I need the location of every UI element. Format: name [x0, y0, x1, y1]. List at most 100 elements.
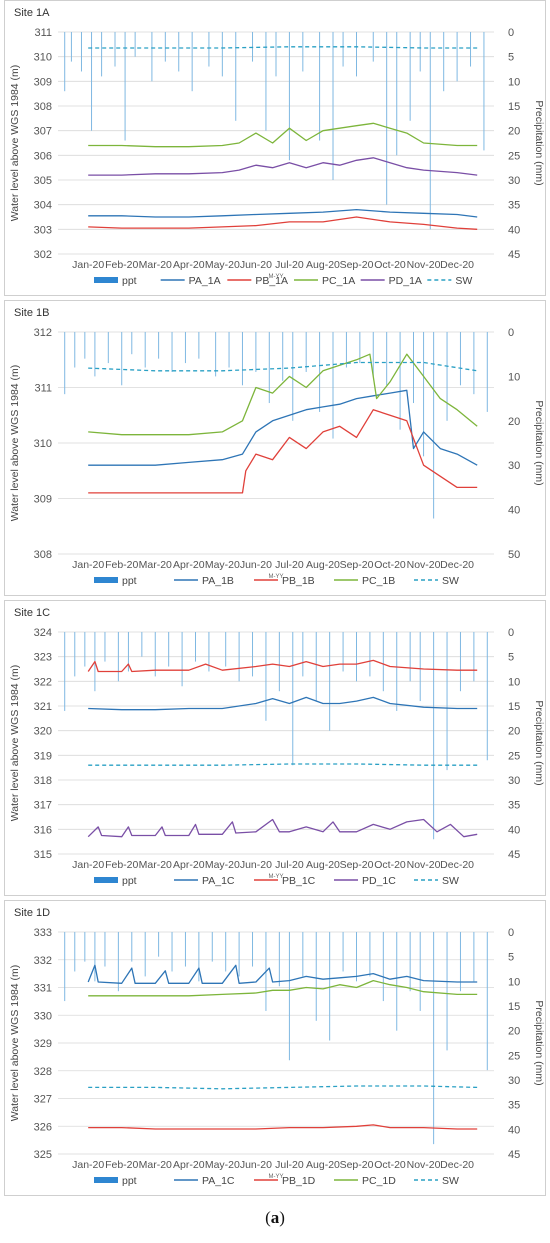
chart-title: Site 1B [14, 307, 49, 319]
y2-tick-label: 10 [508, 976, 520, 988]
x-tick-label: Jan-20 [72, 259, 104, 271]
x-tick-label: Dec-20 [440, 859, 474, 871]
y-tick-label: 303 [34, 224, 52, 236]
legend-label: ppt [122, 875, 137, 887]
legend: ppt PA_1A PB_1A PC_1A PD_1A SW [94, 275, 472, 287]
series-line [88, 353, 478, 436]
x-tick-label: Dec-20 [440, 559, 474, 571]
y2-tick-label: 0 [508, 927, 514, 939]
x-axis-title: M-YY [269, 574, 284, 580]
legend-label: PA_1A [189, 275, 221, 287]
y2-tick-label: 30 [508, 175, 520, 187]
y-tick-label: 312 [34, 327, 52, 339]
y-tick-label: 316 [34, 824, 52, 836]
y-tick-label: 307 [34, 126, 52, 138]
y2-axis-title: Precipitation (mm) [533, 700, 545, 785]
y-tick-label: 322 [34, 676, 52, 688]
chart-title: Site 1A [14, 7, 50, 19]
y-tick-label: 329 [34, 1038, 52, 1050]
y2-tick-label: 45 [508, 849, 520, 861]
legend: ppt PA_1C PB_1C PD_1C SW [94, 875, 459, 887]
y-tick-label: 319 [34, 750, 52, 762]
y-tick-label: 323 [34, 652, 52, 664]
y-tick-label: 311 [34, 27, 52, 39]
x-tick-label: Jun-20 [240, 259, 272, 271]
x-tick-label: Mar-20 [139, 259, 172, 271]
y2-tick-label: 0 [508, 327, 514, 339]
x-tick-label: Aug-20 [306, 859, 340, 871]
x-tick-label: Nov-20 [407, 859, 441, 871]
y-tick-label: 326 [34, 1121, 52, 1133]
legend-label: PA_1C [202, 875, 235, 887]
y-tick-label: 318 [34, 775, 52, 787]
y-axis-title: Water level above WGS 1984 (m) [9, 965, 21, 1122]
caption-label: a [270, 1208, 280, 1227]
y2-tick-label: 20 [508, 726, 520, 738]
y-axis-title: Water level above WGS 1984 (m) [9, 65, 21, 222]
figure-caption: (a) [0, 1208, 550, 1228]
legend-label: PD_1A [389, 275, 422, 287]
series-line [88, 208, 478, 218]
legend-label: PC_1A [322, 275, 355, 287]
series-line [88, 389, 478, 466]
y2-tick-label: 10 [508, 371, 520, 383]
x-tick-label: May-20 [205, 1159, 240, 1171]
x-axis-title: M-YY [269, 274, 284, 280]
y2-tick-label: 30 [508, 775, 520, 787]
chart-title: Site 1D [14, 907, 50, 919]
x-tick-label: Feb-20 [105, 859, 138, 871]
x-tick-label: Feb-20 [105, 259, 138, 271]
chart-panel: Site 1D 325 326 327 328 329 330 331 332 333 0 5 10 15… [4, 900, 546, 1196]
y-tick-label: 325 [34, 1149, 52, 1161]
series-line [87, 964, 478, 984]
legend: ppt PA_1C PB_1D PC_1D SW [94, 1175, 459, 1187]
x-tick-label: Jun-20 [240, 859, 272, 871]
x-tick-label: Aug-20 [306, 559, 340, 571]
x-tick-label: Dec-20 [440, 259, 474, 271]
x-tick-label: Jul-20 [275, 1159, 304, 1171]
legend-swatch [94, 877, 118, 883]
legend-label: PB_1D [282, 1175, 316, 1187]
x-tick-label: Oct-20 [374, 259, 406, 271]
y2-tick-label: 30 [508, 460, 520, 472]
series-line [88, 979, 478, 997]
y-tick-label: 306 [34, 150, 52, 162]
y-tick-label: 317 [34, 800, 52, 812]
series-line [88, 409, 478, 494]
y2-tick-label: 40 [508, 1124, 520, 1136]
y-tick-label: 309 [34, 494, 52, 506]
legend-label: PC_1B [362, 575, 395, 587]
legend-label: PD_1C [362, 875, 396, 887]
y2-axis-title: Precipitation (mm) [533, 100, 545, 185]
x-tick-label: Oct-20 [374, 559, 406, 571]
y-tick-label: 321 [34, 701, 52, 713]
x-tick-label: Nov-20 [407, 559, 441, 571]
legend-swatch [94, 277, 118, 283]
y2-tick-label: 35 [508, 1100, 520, 1112]
legend-label: PC_1D [362, 1175, 396, 1187]
y-tick-label: 310 [34, 438, 52, 450]
x-tick-label: Jan-20 [72, 859, 104, 871]
y2-tick-label: 15 [508, 1001, 520, 1013]
legend-label: ppt [122, 1175, 137, 1187]
y2-tick-label: 40 [508, 505, 520, 517]
y2-tick-label: 5 [508, 952, 514, 964]
legend-label: PA_1C [202, 1175, 235, 1187]
y-tick-label: 332 [34, 955, 52, 967]
y2-tick-label: 45 [508, 249, 520, 261]
y2-axis-title: Precipitation (mm) [533, 1000, 545, 1085]
chart-panel: Site 1C 315 316 317 318 319 320 321 322 323 324 0 5 1… [4, 600, 546, 896]
series-line [88, 216, 478, 230]
x-tick-label: Apr-20 [173, 859, 205, 871]
y-tick-label: 330 [34, 1010, 52, 1022]
x-tick-label: Jan-20 [72, 559, 104, 571]
panel-frame [4, 300, 546, 596]
legend-label: ppt [122, 575, 137, 587]
y-tick-label: 327 [34, 1094, 52, 1106]
x-tick-label: Jun-20 [240, 1159, 272, 1171]
x-axis-title: M-YY [269, 1174, 284, 1180]
y-tick-label: 324 [34, 627, 52, 639]
x-tick-label: Dec-20 [440, 1159, 474, 1171]
x-tick-label: Apr-20 [173, 1159, 205, 1171]
legend-label: PB_1B [282, 575, 315, 587]
